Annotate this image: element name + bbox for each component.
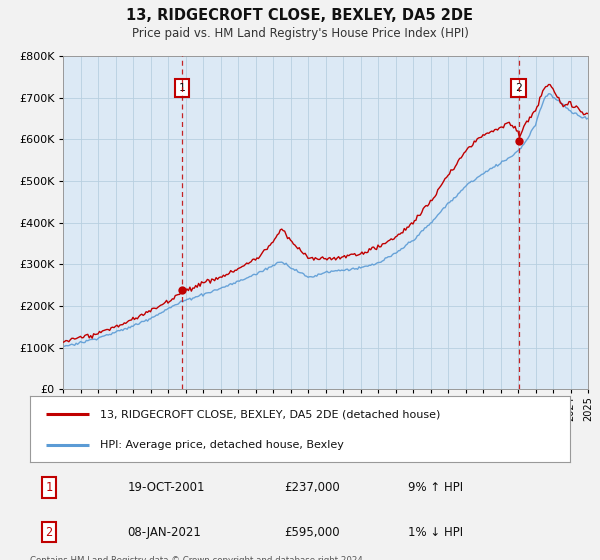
Text: Contains HM Land Registry data © Crown copyright and database right 2024.: Contains HM Land Registry data © Crown c…	[30, 556, 365, 560]
Text: 13, RIDGECROFT CLOSE, BEXLEY, DA5 2DE (detached house): 13, RIDGECROFT CLOSE, BEXLEY, DA5 2DE (d…	[100, 409, 440, 419]
Text: 2: 2	[515, 83, 522, 92]
Text: 1: 1	[46, 481, 52, 494]
Text: Price paid vs. HM Land Registry's House Price Index (HPI): Price paid vs. HM Land Registry's House …	[131, 27, 469, 40]
Text: 13, RIDGECROFT CLOSE, BEXLEY, DA5 2DE: 13, RIDGECROFT CLOSE, BEXLEY, DA5 2DE	[127, 8, 473, 24]
Text: £237,000: £237,000	[284, 481, 340, 494]
Text: 08-JAN-2021: 08-JAN-2021	[127, 526, 201, 539]
Text: 1: 1	[179, 83, 185, 92]
Text: HPI: Average price, detached house, Bexley: HPI: Average price, detached house, Bexl…	[100, 440, 344, 450]
Text: 1% ↓ HPI: 1% ↓ HPI	[408, 526, 463, 539]
Text: 9% ↑ HPI: 9% ↑ HPI	[408, 481, 463, 494]
Text: £595,000: £595,000	[284, 526, 340, 539]
Text: 2: 2	[46, 526, 52, 539]
Text: 19-OCT-2001: 19-OCT-2001	[127, 481, 205, 494]
